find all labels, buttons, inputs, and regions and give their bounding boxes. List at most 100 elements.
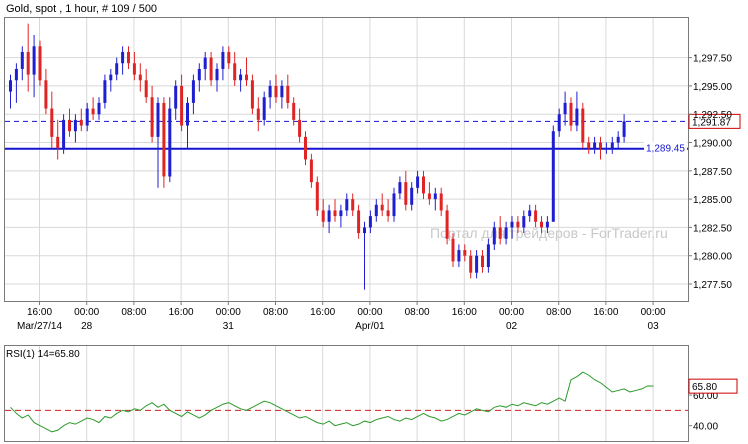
candle-body [91,108,95,115]
time-tick-label: 08:00 [121,307,146,318]
rsi-tick-label: 40.00 [693,422,718,433]
rsi-panel-frame [4,345,689,442]
time-tick-label: 16:00 [27,307,52,318]
level-price-label-bg [644,141,687,154]
candle-body [138,74,142,81]
date-tick-label: Apr/01 [355,321,385,332]
candle-body [416,176,420,188]
candle-body [156,102,160,137]
candle-body [56,136,60,149]
time-tick-label: 08:00 [546,307,571,318]
candle-body [180,85,184,126]
rsi-value-badge [688,378,738,394]
candle-body [38,46,42,81]
candle-body [132,63,136,75]
candle-body [540,221,543,228]
candle-body [404,182,408,205]
candle-body [345,199,349,211]
candle-body [439,193,443,211]
candle-body [622,121,626,137]
candle-body [103,80,107,103]
candle-body [144,80,148,98]
price-tick-label: 1,280.00 [693,252,732,263]
candle-body [504,227,508,239]
time-tick-label: 08:00 [405,307,430,318]
candle-body [227,51,231,64]
candle-body [127,51,130,64]
candle-body [616,136,620,143]
price-panel-frame [4,17,689,302]
candle-body [50,108,54,137]
price-tick-label: 1,282.50 [693,223,732,234]
candle-body [498,227,502,239]
candle-body [392,193,396,217]
candle-body [333,210,337,217]
candle-body [286,85,290,103]
date-tick-label: 02 [506,321,518,332]
candle-body [32,46,36,75]
candle-body [79,119,83,126]
price-lines-layer: 1,291.87 1,289.45 [5,113,741,155]
time-axis-layer: 16:00 Mar/27/14 00:00 28 08:00 16:00 00:00 31 08… [17,301,666,332]
rsi-line [10,371,654,433]
rsi-value-label: 65.80 [692,382,717,393]
candle-body [150,97,154,137]
candle-body [557,114,561,132]
candle-body [26,51,30,75]
candle-body [374,204,378,217]
candle-body [380,204,384,211]
rsi-caption: RSI(1) 14=65.80 [6,349,80,360]
candle-body [457,250,461,262]
candle-body [351,199,355,211]
time-tick-label: 00:00 [499,307,524,318]
candle-body [492,227,496,245]
candle-body [486,244,490,268]
candle-body [109,74,113,81]
candle-body [433,193,437,200]
watermark: Портал для трейдеров - ForTrader.ru [430,225,668,241]
candle-body [14,68,18,81]
candle-body [68,119,71,132]
candle-body [174,85,178,109]
candle-body [386,210,390,217]
candle-body [339,210,343,217]
candle-body [233,63,237,81]
candle-body [292,102,296,120]
candle-body [97,102,101,115]
candle-body [545,221,549,228]
candle-body [410,187,414,205]
time-tick-label: 16:00 [169,307,194,318]
time-tick-label: 16:00 [452,307,477,318]
date-tick-label: 31 [223,321,235,332]
candle-body [599,142,602,149]
candle-body [587,142,591,149]
candle-body [321,210,325,222]
candle-body [575,108,579,126]
candle-body [510,221,514,228]
price-tick-label: 1,287.50 [693,167,732,178]
price-tick-label: 1,290.00 [693,139,732,150]
candle-body [481,255,484,268]
candle-body [121,51,125,64]
time-tick-label: 00:00 [216,307,241,318]
candle-body [215,68,219,81]
candle-body [274,85,278,98]
time-tick-label: 08:00 [263,307,288,318]
candle-body [239,74,243,81]
candle-body [327,210,331,222]
date-tick-label: Mar/27/14 [17,321,62,332]
candle-body [168,108,172,177]
time-tick-label: 16:00 [310,307,335,318]
price-tick-label: 1,292.50 [693,110,732,121]
candle-body [85,108,89,126]
candle-body [73,119,77,132]
candle-body [534,210,538,222]
candle-body [256,108,260,120]
candle-body [268,85,272,98]
candle-body [20,51,24,69]
candle-body [551,131,555,222]
current-price-label: 1,291.87 [692,117,731,128]
candle-body [422,176,425,194]
candle-body [44,80,48,109]
